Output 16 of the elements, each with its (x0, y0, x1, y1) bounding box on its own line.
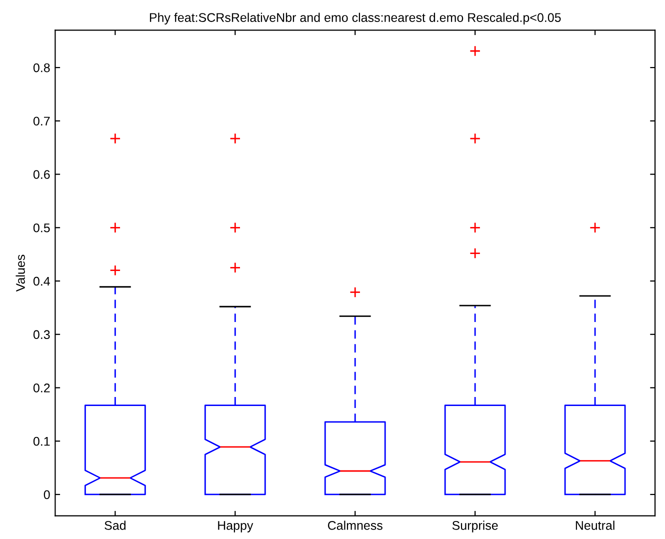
chart-title: Phy feat:SCRsRelativeNbr and emo class:nearest d.emo Rescaled.p<0.05 (150, 12, 561, 24)
y-tick-label: 0.6 (33, 170, 50, 179)
y-tick-label: 0 (44, 490, 50, 500)
y-axis-title: Values (16, 254, 25, 292)
y-tick-label: 0.1 (33, 436, 50, 446)
y-tick-label: 0.4 (33, 276, 50, 286)
x-tick-label: Happy (218, 521, 254, 532)
x-tick-label: Sad (104, 520, 126, 530)
x-tick-label: Neutral (576, 520, 614, 530)
y-tick-label: 0.3 (33, 330, 50, 340)
y-tick-label: 0.2 (33, 384, 50, 392)
y-tick-label: 0.7 (33, 116, 50, 126)
x-tick-label: Calmness (328, 520, 382, 530)
y-tick-label: 0.5 (33, 223, 50, 232)
x-tick-label: Surprise (452, 520, 498, 532)
y-tick-label: 0.8 (33, 63, 50, 72)
